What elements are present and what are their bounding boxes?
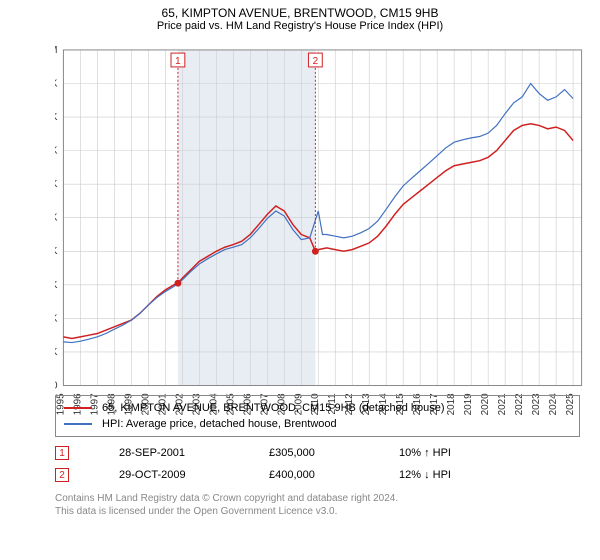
sale-marker-badge: 2	[55, 468, 69, 482]
svg-text:£500K: £500K	[55, 213, 58, 224]
sale-marker-date: 29-OCT-2009	[119, 469, 219, 481]
sale-marker-price: £305,000	[269, 447, 349, 459]
svg-text:£200K: £200K	[55, 313, 58, 324]
legend-swatch	[64, 423, 92, 425]
chart-title: 65, KIMPTON AVENUE, BRENTWOOD, CM15 9HB	[0, 0, 600, 20]
sales-markers-table: 1 28-SEP-2001 £305,000 10% ↑ HPI 2 29-OCT-200…	[55, 442, 580, 486]
legend-box: 65, KIMPTON AVENUE, BRENTWOOD, CM15 9HB …	[55, 395, 580, 437]
svg-text:2: 2	[313, 56, 318, 67]
svg-text:£400K: £400K	[55, 246, 58, 257]
sale-marker-hpi: 12% ↓ HPI	[399, 469, 479, 481]
svg-text:£1M: £1M	[55, 45, 57, 56]
legend-swatch	[64, 407, 92, 409]
svg-text:£700K: £700K	[55, 146, 58, 157]
sale-marker-price: £400,000	[269, 469, 349, 481]
legend-row: 65, KIMPTON AVENUE, BRENTWOOD, CM15 9HB …	[64, 400, 571, 416]
footer-line-2: This data is licensed under the Open Gov…	[55, 505, 580, 518]
footer-line-1: Contains HM Land Registry data © Crown c…	[55, 492, 580, 505]
svg-text:£800K: £800K	[55, 112, 58, 123]
svg-text:£300K: £300K	[55, 280, 58, 291]
svg-text:£100K: £100K	[55, 347, 58, 358]
svg-text:£900K: £900K	[55, 78, 58, 89]
chart-plot-area: £0£100K£200K£300K£400K£500K£600K£700K£80…	[55, 45, 580, 385]
chart-subtitle: Price paid vs. HM Land Registry's House …	[0, 20, 600, 36]
footer-attribution: Contains HM Land Registry data © Crown c…	[55, 492, 580, 518]
sale-marker-hpi: 10% ↑ HPI	[399, 447, 479, 459]
sale-marker-row: 1 28-SEP-2001 £305,000 10% ↑ HPI	[55, 442, 580, 464]
sale-marker-badge: 1	[55, 446, 69, 460]
line-chart-svg: £0 £100K £200K £300K £400K £500K £600K £700K £80…	[55, 45, 590, 425]
svg-text:1: 1	[175, 56, 180, 67]
sale-marker-row: 2 29-OCT-2009 £400,000 12% ↓ HPI	[55, 464, 580, 486]
legend-label: HPI: Average price, detached house, Bren…	[102, 418, 337, 430]
svg-text:£600K: £600K	[55, 179, 58, 190]
legend-label: 65, KIMPTON AVENUE, BRENTWOOD, CM15 9HB …	[102, 402, 445, 414]
sale-marker-date: 28-SEP-2001	[119, 447, 219, 459]
svg-text:£0: £0	[55, 380, 58, 391]
chart-container: { "title": "65, KIMPTON AVENUE, BRENTWOO…	[0, 0, 600, 560]
legend-row: HPI: Average price, detached house, Bren…	[64, 416, 571, 432]
